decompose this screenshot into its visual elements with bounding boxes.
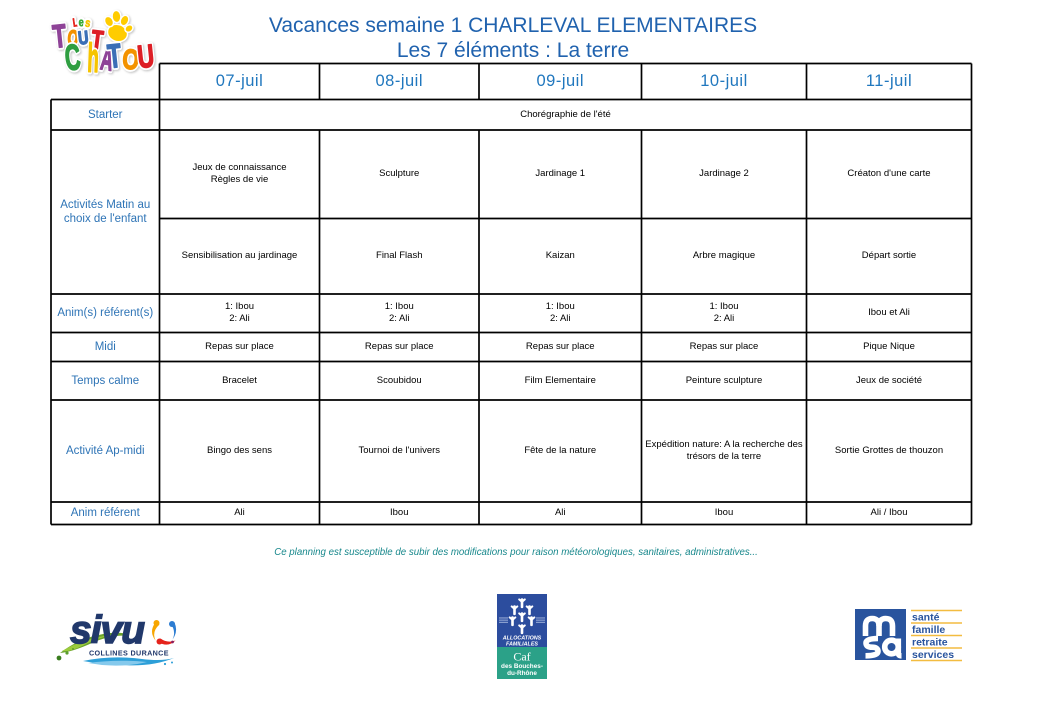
svg-text:s: s <box>84 17 91 31</box>
svg-text:U: U <box>77 28 89 49</box>
svg-text:L: L <box>72 16 80 30</box>
svg-text:O: O <box>67 26 80 51</box>
svg-text:T: T <box>90 24 105 55</box>
svg-text:FAMILIALES: FAMILIALES <box>506 642 538 648</box>
svg-text:COLLINES DURANCE: COLLINES DURANCE <box>89 649 169 658</box>
svg-text:C: C <box>63 37 82 79</box>
svg-text:U: U <box>77 28 89 49</box>
svg-text:e: e <box>78 16 84 30</box>
svg-text:A: A <box>98 42 115 78</box>
svg-text:du-Rhône: du-Rhône <box>507 670 537 677</box>
svg-text:s: s <box>84 17 91 31</box>
svg-text:des Bouches-: des Bouches- <box>501 663 543 670</box>
svg-text:e: e <box>78 16 84 30</box>
svg-text:h: h <box>87 34 100 80</box>
svg-text:famille: famille <box>912 624 945 636</box>
svg-text:O: O <box>121 44 140 77</box>
svg-text:h: h <box>87 34 100 80</box>
svg-text:Caf: Caf <box>513 650 530 664</box>
svg-text:O: O <box>121 44 140 77</box>
svg-text:T: T <box>106 37 124 76</box>
svg-text:santé: santé <box>912 612 940 624</box>
svg-text:U: U <box>136 38 156 75</box>
svg-text:services: services <box>912 649 954 661</box>
svg-text:ALLOCATIONS: ALLOCATIONS <box>502 636 542 642</box>
svg-text:O: O <box>67 26 80 51</box>
svg-text:retraite: retraite <box>912 637 948 649</box>
svg-text:T: T <box>51 17 68 54</box>
svg-text:T: T <box>51 17 68 54</box>
svg-text:sivu: sivu <box>70 609 145 652</box>
svg-text:C: C <box>63 37 82 79</box>
